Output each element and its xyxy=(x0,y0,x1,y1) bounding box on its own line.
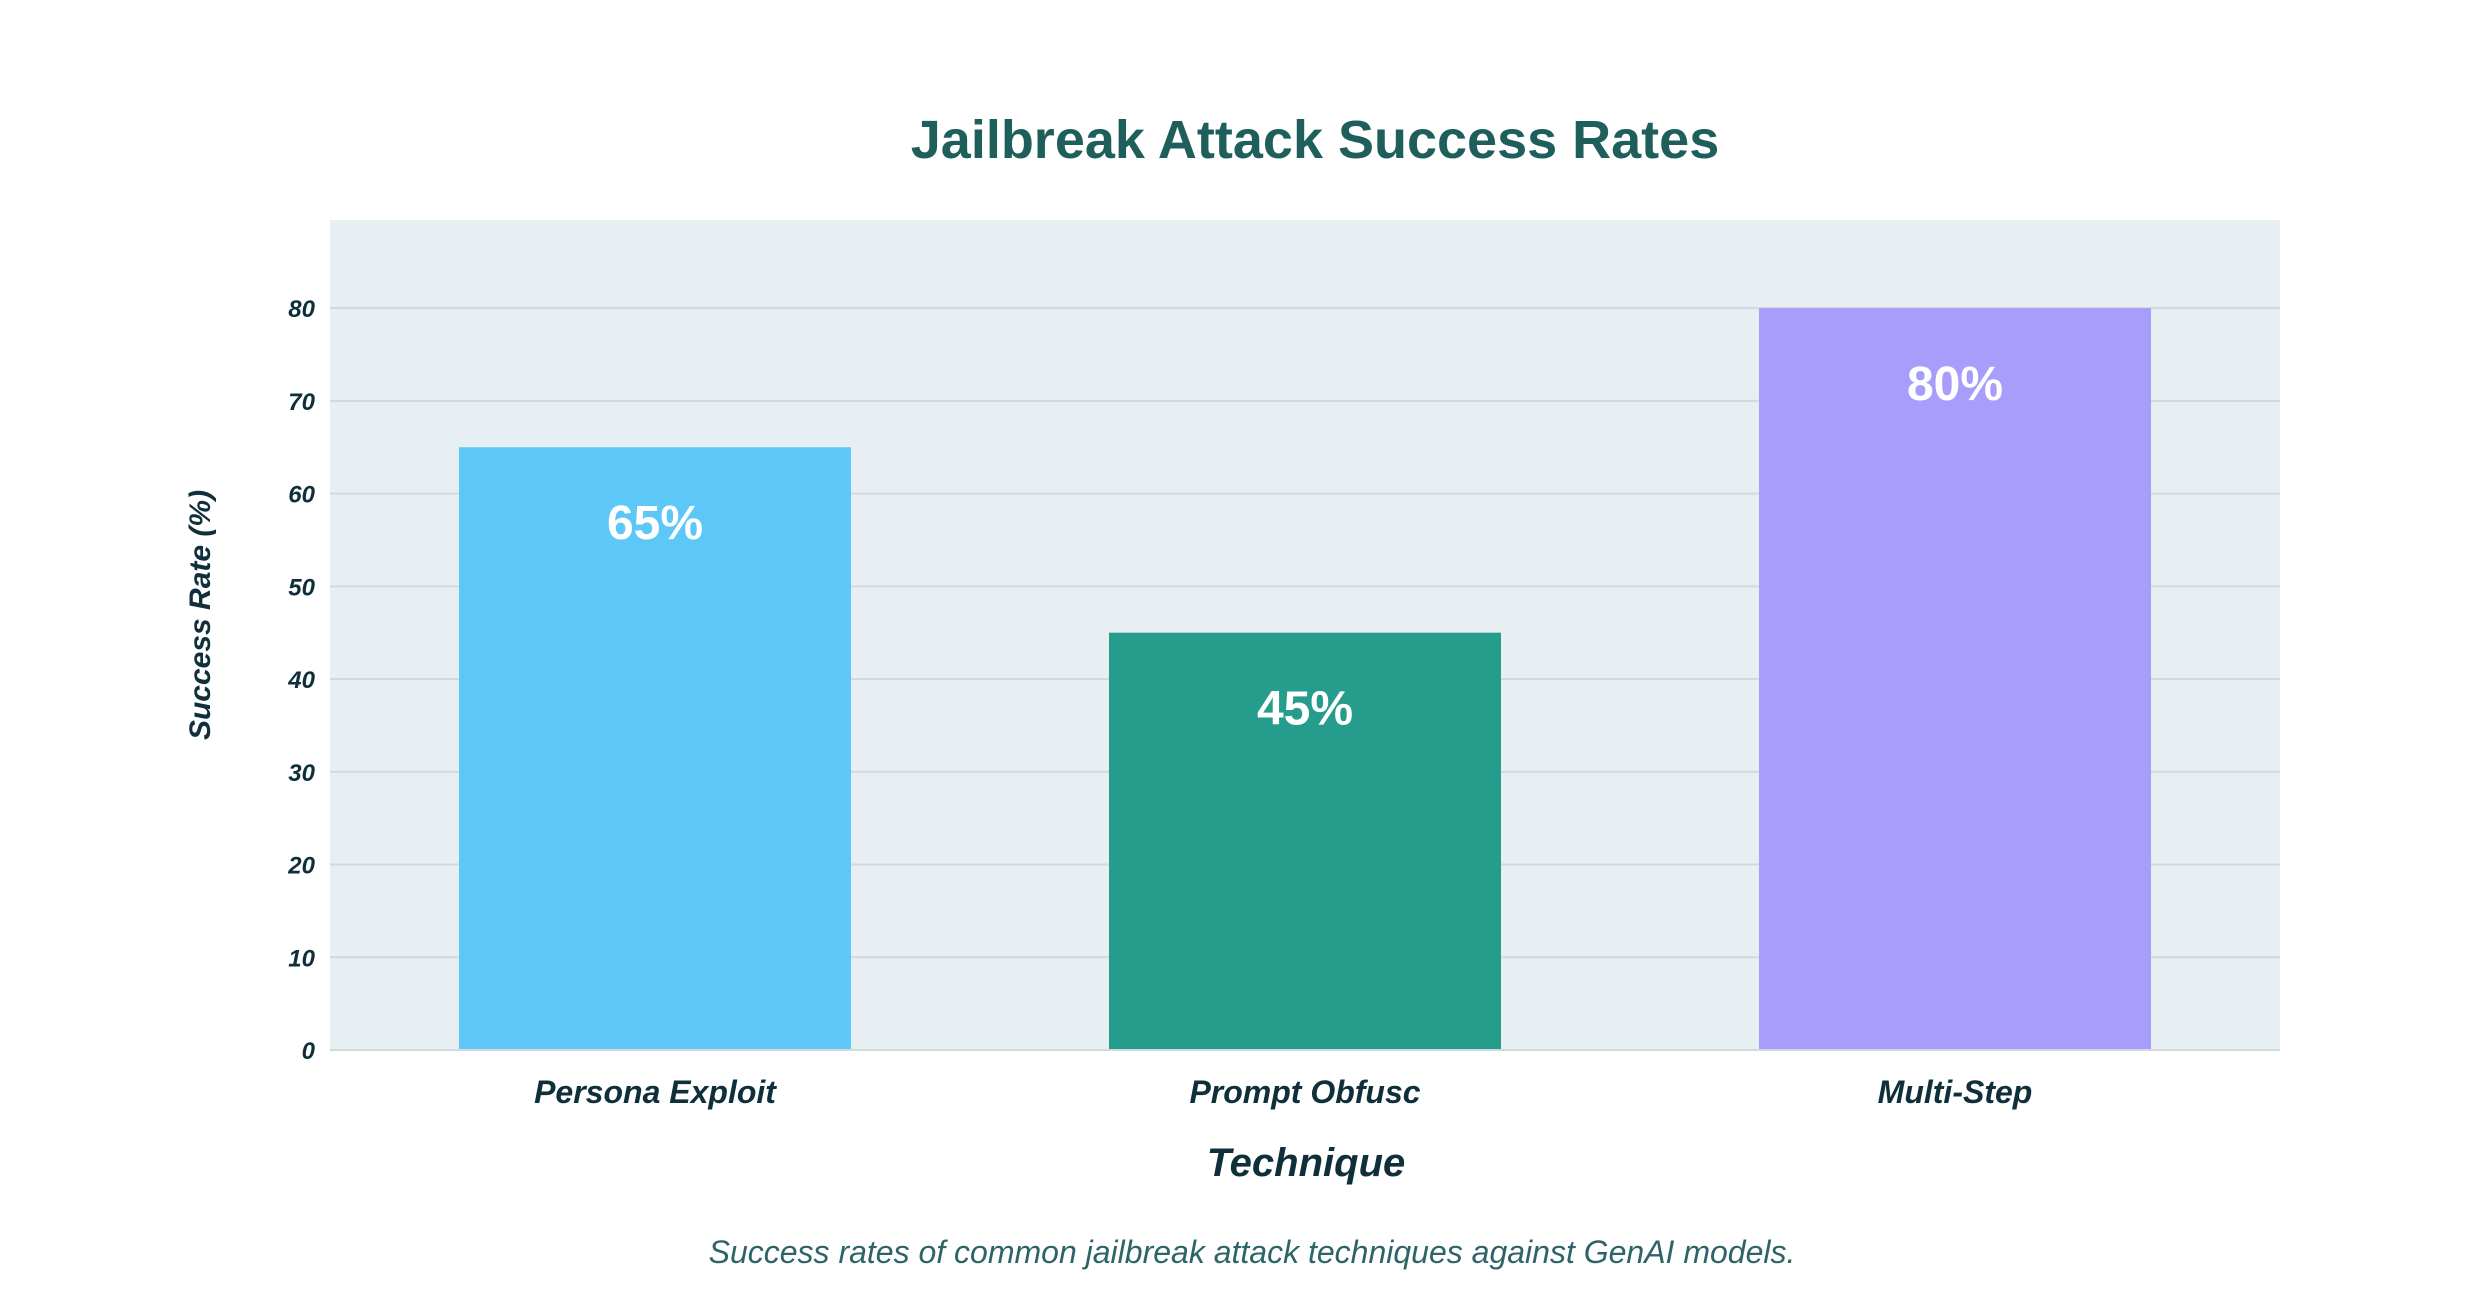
x-tick-label: Persona Exploit xyxy=(534,1074,777,1110)
bars: 65% 45% 80% xyxy=(459,308,2151,1051)
y-tick-label: 60 xyxy=(288,482,315,509)
x-axis-ticks: Persona Exploit Prompt Obfusc Multi-Step xyxy=(330,1049,2280,1110)
y-tick-label: 50 xyxy=(288,574,315,601)
y-axis-ticks: 0 10 20 30 40 50 60 70 80 xyxy=(287,296,315,1065)
chart-title: Jailbreak Attack Success Rates xyxy=(911,110,1719,170)
y-tick-label: 80 xyxy=(288,296,315,323)
y-tick-label: 20 xyxy=(287,853,315,880)
bar-value-label: 80% xyxy=(1907,358,2003,411)
bar xyxy=(1759,308,2151,1050)
bar xyxy=(459,447,851,1051)
y-tick-label: 30 xyxy=(288,760,315,787)
x-tick-label: Prompt Obfusc xyxy=(1189,1074,1420,1110)
x-tick-label: Multi-Step xyxy=(1878,1074,2033,1110)
y-tick-label: 10 xyxy=(288,945,315,972)
y-tick-label: 0 xyxy=(302,1038,316,1065)
y-tick-label: 70 xyxy=(288,389,315,416)
bar-value-label: 45% xyxy=(1257,683,1353,736)
bar xyxy=(1109,632,1501,1050)
x-axis-title: Technique xyxy=(1207,1141,1406,1185)
y-tick-label: 40 xyxy=(287,667,315,694)
chart-caption: Success rates of common jailbreak attack… xyxy=(709,1234,1796,1270)
bar-value-label: 65% xyxy=(607,497,703,550)
y-axis-title: Success Rate (%) xyxy=(184,490,217,740)
